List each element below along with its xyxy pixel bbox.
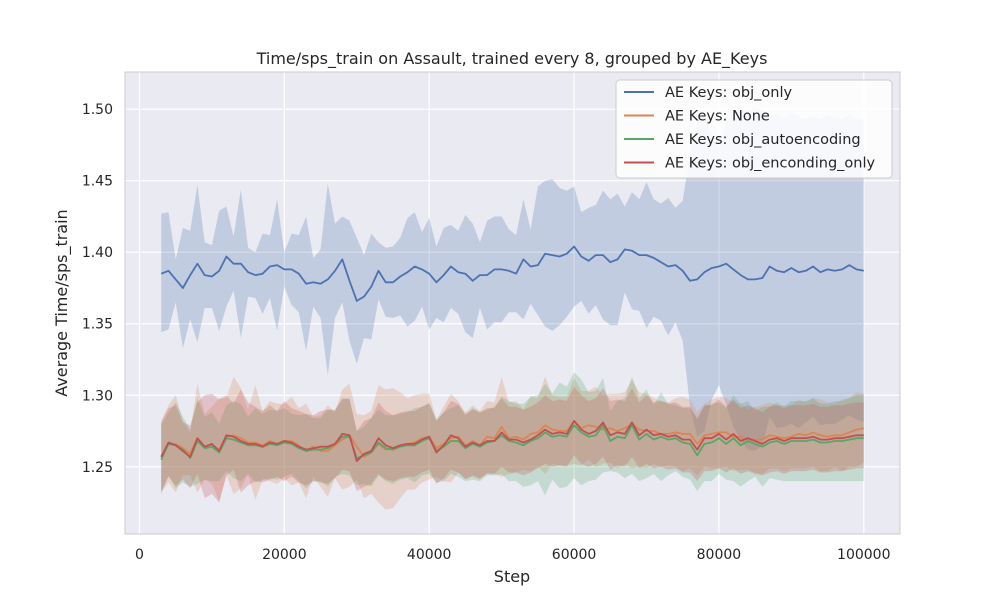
y-tick-label: 1.35 bbox=[82, 317, 113, 333]
legend-box bbox=[615, 79, 893, 179]
y-tick-label: 1.45 bbox=[82, 174, 113, 190]
legend-label-3: AE Keys: obj_enconding_only bbox=[665, 156, 875, 172]
y-tick-label: 1.50 bbox=[82, 102, 113, 118]
y-axis-label: Average Time/sps_train bbox=[52, 209, 72, 396]
confidence-band-2 bbox=[161, 372, 864, 496]
legend-label-0: AE Keys: obj_only bbox=[665, 85, 792, 101]
confidence-band-0 bbox=[161, 107, 864, 452]
legend: AE Keys: obj_only AE Keys: None AE Keys: o… bbox=[615, 79, 893, 179]
y-tick-label: 1.25 bbox=[82, 460, 113, 476]
x-tick-label: 40000 bbox=[407, 547, 452, 563]
plot-border bbox=[124, 71, 901, 535]
legend-label-1: AE Keys: None bbox=[665, 109, 770, 125]
x-tick-labels: 0 20000 40000 60000 80000 100000 bbox=[135, 547, 890, 563]
chart-title: Time/sps_train on Assault, trained every… bbox=[256, 49, 768, 69]
confidence-band-1 bbox=[161, 376, 864, 510]
series-lines bbox=[160, 245, 864, 463]
y-tick-label: 1.30 bbox=[82, 388, 113, 404]
series-line-0 bbox=[160, 245, 864, 302]
confidence-bands bbox=[161, 107, 864, 510]
x-axis-label: Step bbox=[494, 567, 530, 586]
series-line-2 bbox=[160, 424, 864, 460]
x-tick-label: 80000 bbox=[697, 547, 742, 563]
x-tick-label: 100000 bbox=[837, 547, 890, 563]
confidence-band-3 bbox=[161, 386, 864, 503]
x-tick-label: 0 bbox=[135, 547, 144, 563]
series-line-3 bbox=[160, 420, 864, 463]
x-tick-label: 20000 bbox=[262, 547, 307, 563]
y-tick-labels: 1.25 1.30 1.35 1.40 1.45 1.50 bbox=[82, 102, 113, 476]
legend-label-2: AE Keys: obj_autoencoding bbox=[665, 132, 861, 148]
x-tick-label: 60000 bbox=[552, 547, 597, 563]
y-tick-label: 1.40 bbox=[82, 245, 113, 261]
